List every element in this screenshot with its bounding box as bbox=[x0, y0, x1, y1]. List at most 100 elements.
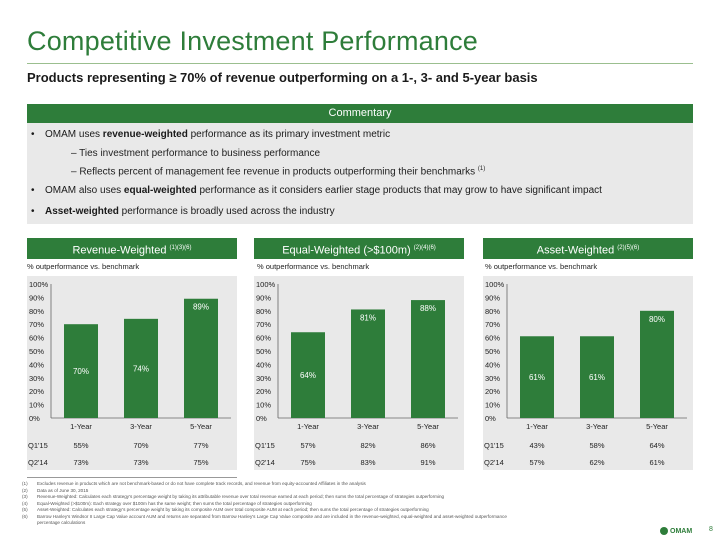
chart-title-revenue-weighted: Revenue-Weighted (1)(3)(6) bbox=[27, 238, 237, 259]
chart-equal-weighted: 0% 10% 20% 30% 40% 50% 60% 70% 80% 90% 100% 64% 1-Ye… bbox=[254, 276, 464, 470]
y-tick-label: 10% bbox=[485, 401, 500, 410]
bar bbox=[64, 324, 98, 418]
x-tick-label: 5-Year bbox=[646, 422, 668, 431]
row-label: Q2'14 bbox=[28, 458, 48, 467]
y-tick-label: 90% bbox=[256, 293, 271, 302]
y-tick-label: 40% bbox=[256, 360, 271, 369]
y-tick-label: 0% bbox=[485, 414, 496, 423]
y-tick-label: 100% bbox=[29, 280, 49, 289]
commentary-panel: • OMAM uses revenue-weighted performance … bbox=[27, 123, 693, 224]
y-tick-label: 20% bbox=[485, 387, 500, 396]
y-tick-label: 100% bbox=[485, 280, 505, 289]
y-tick-label: 70% bbox=[485, 320, 500, 329]
y-tick-label: 20% bbox=[29, 387, 44, 396]
commentary-subbullet-1: – Ties investment performance to busines… bbox=[71, 148, 321, 159]
row-value: 77% bbox=[193, 441, 208, 450]
bar-value-label: 81% bbox=[360, 313, 376, 322]
y-tick-label: 20% bbox=[256, 387, 271, 396]
row-value: 58% bbox=[589, 441, 604, 450]
bar bbox=[184, 298, 218, 418]
bar-value-label: 70% bbox=[73, 367, 89, 376]
bar-value-label: 61% bbox=[589, 373, 605, 382]
row-value: 70% bbox=[133, 441, 148, 450]
commentary-header: Commentary bbox=[27, 104, 693, 123]
row-label: Q1'15 bbox=[255, 441, 275, 450]
row-value: 43% bbox=[529, 441, 544, 450]
y-tick-label: 0% bbox=[256, 414, 267, 423]
row-value: 57% bbox=[300, 441, 315, 450]
row-value: 82% bbox=[360, 441, 375, 450]
y-tick-label: 60% bbox=[485, 334, 500, 343]
page-title: Competitive Investment Performance bbox=[27, 26, 478, 56]
y-tick-label: 40% bbox=[485, 360, 500, 369]
commentary-bullet-2: • OMAM also uses equal-weighted performan… bbox=[31, 185, 602, 196]
page-subtitle: Products representing ≥ 70% of revenue o… bbox=[27, 70, 538, 85]
footnote-6: (6) Barrow Hanley's Windsor II Large Cap … bbox=[22, 513, 507, 519]
x-tick-label: 3-Year bbox=[586, 422, 608, 431]
x-tick-label: 1-Year bbox=[297, 422, 319, 431]
y-tick-label: 50% bbox=[29, 347, 44, 356]
y-tick-label: 80% bbox=[29, 307, 44, 316]
row-label: Q1'15 bbox=[484, 441, 504, 450]
y-tick-label: 60% bbox=[256, 334, 271, 343]
chart-revenue-weighted: 0% 10% 20% 30% 40% 50% 60% 70% 80% 90% 100% 70% 1-Ye… bbox=[27, 276, 237, 470]
footnote-3: (3) Revenue-Weighted: Calculates each str… bbox=[22, 494, 445, 499]
footnote-1: (1) Excludes revenue in products which ar… bbox=[22, 481, 366, 486]
y-tick-label: 30% bbox=[29, 374, 44, 383]
x-tick-label: 5-Year bbox=[417, 422, 439, 431]
bar-value-label: 80% bbox=[649, 315, 665, 324]
bar bbox=[124, 318, 158, 418]
row-label: Q1'15 bbox=[28, 441, 48, 450]
x-tick-label: 1-Year bbox=[70, 422, 92, 431]
row-value: 57% bbox=[529, 458, 544, 467]
footnote-2: (2) Data as of June 30, 2015 bbox=[22, 487, 89, 493]
bar bbox=[640, 310, 674, 418]
bar bbox=[520, 336, 554, 418]
y-tick-label: 40% bbox=[29, 360, 44, 369]
y-tick-label: 70% bbox=[256, 320, 271, 329]
logo-mark-icon bbox=[660, 527, 668, 535]
chart-title-equal-weighted: Equal-Weighted (>$100m) (2)(4)(6) bbox=[254, 238, 464, 259]
row-label: Q2'14 bbox=[255, 458, 275, 467]
x-tick-label: 3-Year bbox=[130, 422, 152, 431]
chart-ylabel-revenue-weighted: % outperformance vs. benchmark bbox=[27, 262, 140, 271]
y-tick-label: 80% bbox=[256, 307, 271, 316]
y-tick-label: 10% bbox=[29, 401, 44, 410]
commentary-bullet-1: • OMAM uses revenue-weighted performance … bbox=[31, 129, 391, 140]
row-value: 83% bbox=[360, 458, 375, 467]
bar bbox=[291, 332, 325, 418]
bar-value-label: 64% bbox=[300, 371, 316, 380]
footnote-divider bbox=[27, 477, 237, 478]
x-tick-label: 3-Year bbox=[357, 422, 379, 431]
bar-value-label: 74% bbox=[133, 364, 149, 373]
y-tick-label: 30% bbox=[256, 374, 271, 383]
chart-ylabel-asset-weighted: % outperformance vs. benchmark bbox=[485, 262, 598, 271]
row-value: 91% bbox=[420, 458, 435, 467]
y-tick-label: 90% bbox=[29, 293, 44, 302]
title-divider bbox=[27, 63, 693, 64]
chart-ylabel-equal-weighted: % outperformance vs. benchmark bbox=[257, 262, 370, 271]
row-value: 64% bbox=[649, 441, 664, 450]
row-value: 62% bbox=[589, 458, 604, 467]
commentary-bullet-3: • Asset-weighted performance is broadly u… bbox=[31, 206, 335, 217]
row-value: 61% bbox=[649, 458, 664, 467]
y-tick-label: 90% bbox=[485, 293, 500, 302]
row-value: 73% bbox=[133, 458, 148, 467]
y-tick-label: 100% bbox=[256, 280, 276, 289]
y-tick-label: 0% bbox=[29, 414, 40, 423]
y-tick-label: 50% bbox=[485, 347, 500, 356]
row-label: Q2'14 bbox=[484, 458, 504, 467]
footnote-4: (4) Equal-Weighted (>$100m): Each strateg… bbox=[22, 500, 312, 506]
y-tick-label: 70% bbox=[29, 320, 44, 329]
row-value: 75% bbox=[193, 458, 208, 467]
chart-title-asset-weighted: Asset-Weighted (2)(5)(6) bbox=[483, 238, 693, 259]
y-tick-label: 30% bbox=[485, 374, 500, 383]
y-tick-label: 80% bbox=[485, 307, 500, 316]
row-value: 75% bbox=[300, 458, 315, 467]
footnote-5: (5) Asset-Weighted: Calculates each strat… bbox=[22, 507, 429, 512]
row-value: 86% bbox=[420, 441, 435, 450]
footnote-6-continued: percentage calculations bbox=[37, 520, 86, 525]
bar bbox=[411, 300, 445, 418]
row-value: 55% bbox=[73, 441, 88, 450]
x-tick-label: 1-Year bbox=[526, 422, 548, 431]
